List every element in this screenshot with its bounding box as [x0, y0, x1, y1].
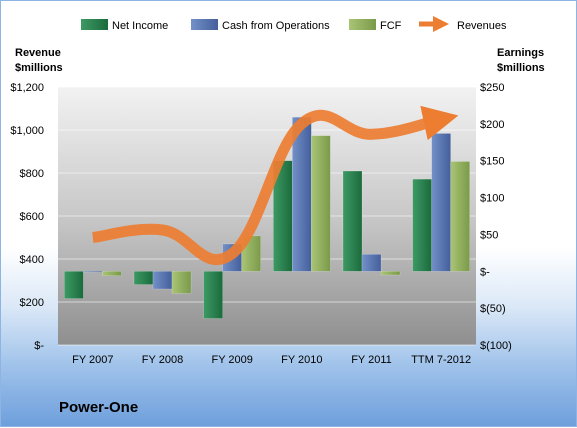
legend-label: Revenues	[457, 20, 507, 32]
left-tick-label: $200	[20, 297, 44, 309]
category-label: FY 2010	[281, 354, 322, 366]
axes: $- $200 $400 $600 $800 $1,000 $1,200 $(100) $(50…	[10, 47, 544, 366]
left-tick-label: $-	[34, 340, 44, 352]
category-label: TTM 7-2012	[411, 354, 471, 366]
company-name: Power-One	[59, 399, 139, 416]
right-tick-label: $250	[480, 82, 504, 94]
legend-swatch	[81, 19, 108, 30]
bar	[171, 271, 192, 294]
right-tick-label: $150	[480, 156, 504, 168]
revenue-series-line	[92, 105, 459, 266]
right-tick-label: $(100)	[480, 340, 512, 352]
bar	[361, 254, 382, 272]
left-tick-label: $1,000	[10, 125, 44, 137]
bar	[292, 116, 312, 272]
bar	[152, 271, 173, 290]
category-label: FY 2011	[351, 354, 392, 366]
right-tick-label: $100	[480, 193, 504, 205]
legend-swatch	[191, 19, 218, 30]
bar	[83, 271, 103, 273]
left-tick-label: $800	[20, 168, 44, 180]
bar	[450, 161, 470, 272]
bar	[342, 170, 363, 272]
left-axis-title: Revenue	[15, 47, 61, 59]
bar	[412, 178, 432, 272]
bars	[64, 116, 470, 319]
legend-label: FCF	[380, 20, 402, 32]
bar	[431, 133, 451, 272]
right-axis-title-units: $millions	[497, 62, 545, 74]
right-tick-label: $50	[480, 229, 498, 241]
category-label: FY 2008	[142, 354, 183, 366]
bar	[311, 135, 331, 272]
legend: Net Income Cash from Operations FCF Revenue…	[81, 15, 507, 33]
bar	[380, 271, 401, 276]
bar	[102, 271, 122, 276]
bar	[203, 271, 223, 319]
category-label: FY 2007	[72, 354, 113, 366]
right-axis-title: Earnings	[497, 47, 544, 59]
revenue-line	[92, 105, 459, 266]
left-tick-label: $400	[20, 254, 44, 266]
right-tick-label: $(50)	[480, 303, 506, 315]
category-label: FY 2009	[211, 354, 252, 366]
bar	[64, 271, 84, 299]
legend-label: Cash from Operations	[222, 20, 330, 32]
left-tick-label: $1,200	[10, 82, 44, 94]
right-tick-label: $-	[480, 266, 490, 278]
right-tick-label: $200	[480, 119, 504, 131]
legend-label: Net Income	[112, 20, 168, 32]
bar	[133, 271, 154, 285]
left-axis-title-units: $millions	[15, 62, 63, 74]
left-tick-label: $600	[20, 211, 44, 223]
legend-swatch	[349, 19, 376, 30]
